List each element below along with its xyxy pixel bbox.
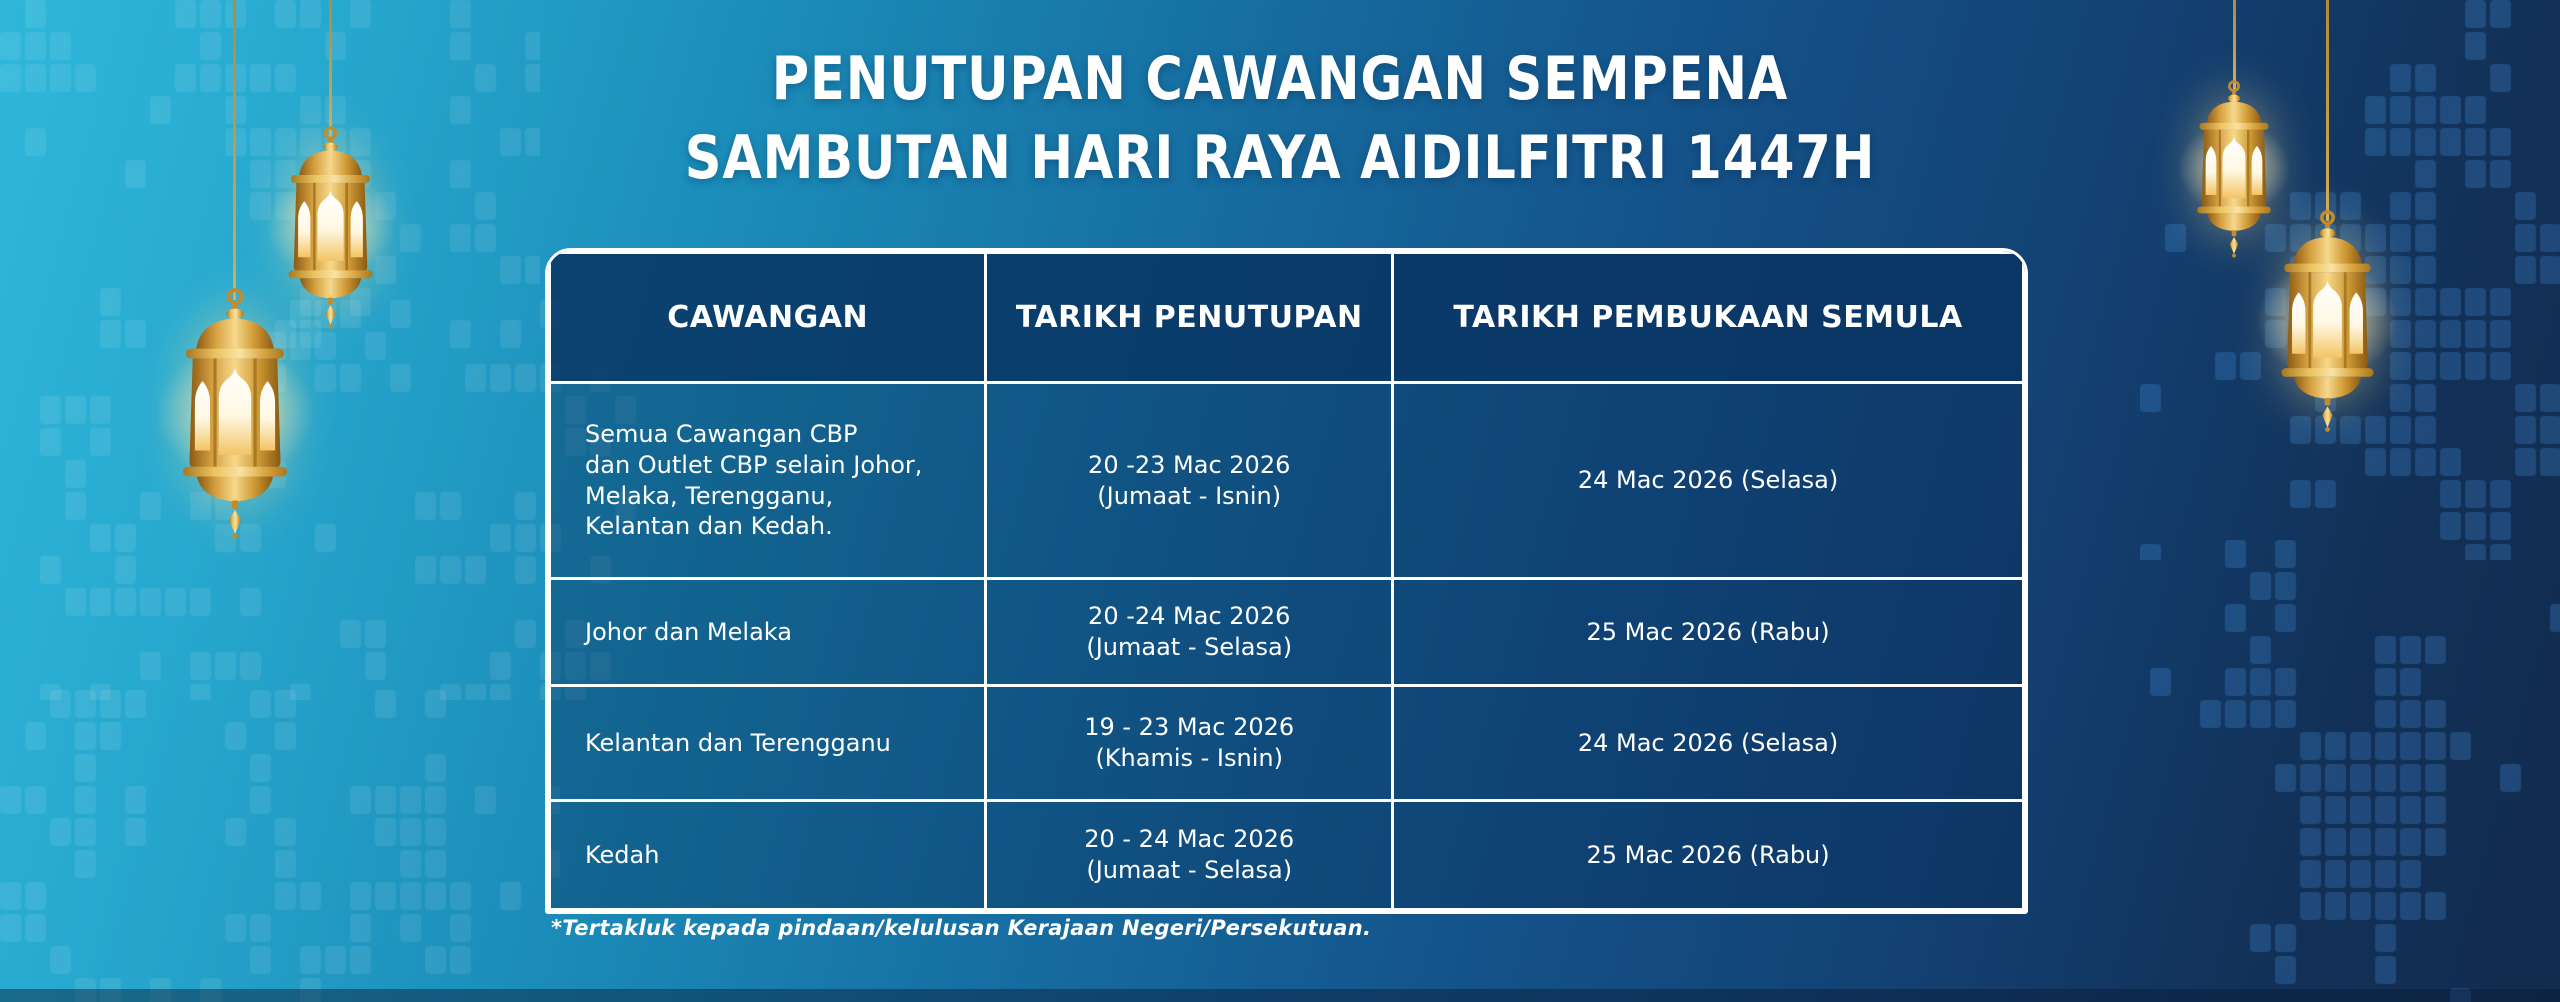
table-header-row: CAWANGAN TARIKH PENUTUPAN TARIKH PEMBUKA… <box>548 251 2025 384</box>
header-tarikh-penutupan: TARIKH PENUTUPAN <box>984 251 1395 384</box>
title-line-2: SAMBUTAN HARI RAYA AIDILFITRI 1447H <box>684 123 1876 194</box>
bottom-edge-band <box>0 989 2560 1002</box>
table-row: Johor dan Melaka 20 -24 Mac 2026 (Jumaat… <box>548 577 2025 687</box>
branch-cell: Semua Cawangan CBP dan Outlet CBP selain… <box>548 381 988 580</box>
mosaic-pattern <box>2150 540 2560 1002</box>
poster-title: PENUTUPAN CAWANGAN SEMPENA SAMBUTAN HARI… <box>192 40 2368 198</box>
lantern-icon <box>152 288 318 541</box>
reopen-date-cell: 24 Mac 2026 (Selasa) <box>1391 381 2025 580</box>
reopen-date-cell: 25 Mac 2026 (Rabu) <box>1391 577 2025 687</box>
branch-cell: Johor dan Melaka <box>548 577 988 687</box>
closure-date-cell: 20 - 24 Mac 2026 (Jumaat - Selasa) <box>984 799 1395 911</box>
branch-cell: Kedah <box>548 799 988 911</box>
header-cawangan: CAWANGAN <box>548 251 988 384</box>
closure-table: CAWANGAN TARIKH PENUTUPAN TARIKH PEMBUKA… <box>545 248 2028 914</box>
mosaic-pattern <box>0 690 560 1002</box>
footnote: *Tertakluk kepada pindaan/kelulusan Kera… <box>551 916 1372 940</box>
closure-date-cell: 20 -23 Mac 2026 (Jumaat - Isnin) <box>984 381 1395 580</box>
branch-cell: Kelantan dan Terengganu <box>548 684 988 802</box>
closure-date-cell: 20 -24 Mac 2026 (Jumaat - Selasa) <box>984 577 1395 687</box>
table-row: Kedah 20 - 24 Mac 2026 (Jumaat - Selasa)… <box>548 799 2025 911</box>
closure-date-cell: 19 - 23 Mac 2026 (Khamis - Isnin) <box>984 684 1395 802</box>
table-row: Kelantan dan Terengganu 19 - 23 Mac 2026… <box>548 684 2025 802</box>
reopen-date-cell: 24 Mac 2026 (Selasa) <box>1391 684 2025 802</box>
lantern-icon <box>2254 210 2401 434</box>
reopen-date-cell: 25 Mac 2026 (Rabu) <box>1391 799 2025 911</box>
title-line-1: PENUTUPAN CAWANGAN SEMPENA <box>771 44 1789 114</box>
header-tarikh-pembukaan-semula: TARIKH PEMBUKAAN SEMULA <box>1391 251 2025 384</box>
table-row: Semua Cawangan CBP dan Outlet CBP selain… <box>548 381 2025 580</box>
